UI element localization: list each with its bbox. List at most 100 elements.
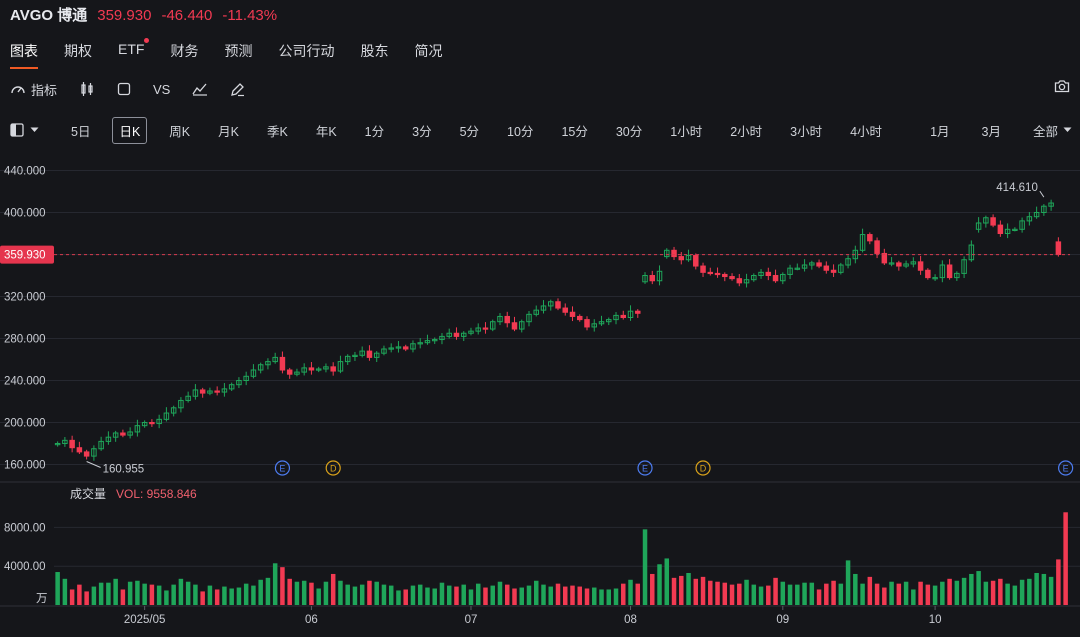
- candlestick-icon: [81, 82, 93, 96]
- interval-3min[interactable]: 3分: [412, 124, 432, 139]
- volume-bar: [388, 585, 394, 605]
- volume-bar: [77, 584, 82, 605]
- volume-bar: [838, 583, 844, 605]
- volume-bar: [178, 578, 184, 605]
- volume-bar: [722, 582, 728, 605]
- range-3m[interactable]: 3月: [981, 124, 1001, 139]
- candle-body: [243, 375, 249, 381]
- volume-bar: [200, 591, 205, 605]
- volume-bar: [983, 581, 989, 605]
- candle-body: [1019, 220, 1025, 230]
- layout-toggle-button[interactable]: [10, 123, 39, 137]
- interval-30min[interactable]: 30分: [615, 124, 643, 139]
- candle-body: [482, 327, 489, 330]
- interval-15min[interactable]: 15分: [561, 124, 588, 139]
- candle-body: [1048, 202, 1054, 207]
- volume-bar: [882, 587, 887, 605]
- candle-body: [917, 261, 924, 271]
- candle-body: [1033, 212, 1040, 218]
- tab-chart[interactable]: 图表: [10, 43, 38, 69]
- indicators-button[interactable]: 指标: [10, 80, 57, 99]
- volume-bar: [214, 589, 220, 605]
- volume-bar: [976, 571, 981, 605]
- volume-bar: [352, 586, 358, 605]
- candle-body: [265, 361, 271, 366]
- volume-bar: [896, 583, 902, 605]
- interval-5min[interactable]: 5分: [459, 124, 480, 139]
- candle-type-button[interactable]: [79, 81, 95, 97]
- candle-body: [446, 332, 452, 337]
- dividend-marker: [325, 460, 341, 476]
- tab-etf[interactable]: ETF: [118, 38, 150, 61]
- event-marker-label: E: [1063, 464, 1069, 474]
- volume-bar: [417, 584, 423, 605]
- candle-body: [98, 440, 104, 450]
- price-chart[interactable]: 440.000400.000360.000320.000280.000240.0…: [0, 150, 1080, 637]
- interval-monthly[interactable]: 月K: [218, 124, 239, 139]
- interval-quarterly[interactable]: 季K: [266, 124, 288, 139]
- volume-bar: [251, 585, 256, 605]
- volume-bar: [1056, 559, 1061, 605]
- y-tick-label: 320.000: [4, 292, 46, 304]
- candle-body: [323, 366, 329, 370]
- chart-style-button[interactable]: [117, 82, 131, 96]
- candle-body: [62, 439, 68, 445]
- pen-button[interactable]: [230, 82, 245, 97]
- candle-body: [453, 332, 460, 337]
- interval-10min[interactable]: 10分: [507, 124, 534, 139]
- tab-corporate-actions[interactable]: 公司行动: [278, 43, 335, 59]
- candle-body: [874, 240, 880, 254]
- tab-profile[interactable]: 简况: [414, 43, 443, 59]
- tab-options[interactable]: 期权: [64, 43, 92, 59]
- candle-body: [859, 234, 866, 251]
- volume-bar: [860, 583, 865, 605]
- volume-bar: [795, 584, 800, 605]
- interval-5d[interactable]: 5日: [71, 124, 91, 139]
- volume-bar: [758, 586, 764, 605]
- range-1m[interactable]: 1月: [930, 124, 950, 139]
- interval-weekly[interactable]: 周K: [169, 124, 191, 139]
- candle-body: [308, 367, 315, 371]
- candle-body: [888, 262, 895, 265]
- tab-shareholders[interactable]: 股东: [360, 43, 389, 59]
- candle-body: [214, 390, 220, 393]
- volume-bar: [504, 584, 510, 605]
- screenshot-button[interactable]: [1054, 79, 1070, 93]
- square-icon: [117, 82, 131, 96]
- candle-body: [533, 309, 539, 315]
- interval-daily[interactable]: 日K: [112, 116, 148, 144]
- volume-bar: [570, 585, 575, 605]
- interval-1h[interactable]: 1小时: [670, 124, 703, 139]
- drawing-tools-button[interactable]: [192, 82, 208, 96]
- compare-button[interactable]: VS: [153, 81, 171, 97]
- volume-bar: [650, 573, 655, 605]
- volume-bar: [410, 585, 416, 605]
- interval-yearly[interactable]: 年K: [315, 124, 337, 139]
- dividend-marker: [695, 460, 711, 476]
- volume-bar: [403, 589, 408, 605]
- volume-unit-label: 万: [36, 593, 48, 605]
- tab-financials[interactable]: 财务: [170, 43, 199, 59]
- volume-value: VOL: 9558.846: [116, 487, 197, 501]
- candle-body: [801, 264, 808, 269]
- interval-3h[interactable]: 3小时: [790, 124, 823, 139]
- x-tick-label: 08: [624, 614, 637, 626]
- volume-bar: [635, 583, 641, 605]
- candle-body: [54, 443, 61, 446]
- candle-body: [649, 275, 656, 282]
- interval-4h[interactable]: 4小时: [850, 124, 883, 139]
- y-tick-label: 200.000: [4, 418, 46, 430]
- range-all-dropdown[interactable]: 全部: [1027, 118, 1078, 143]
- volume-bar: [845, 560, 851, 605]
- candle-body: [823, 265, 830, 271]
- volume-bar: [345, 584, 350, 605]
- volume-bar: [490, 585, 495, 605]
- tab-forecast[interactable]: 预测: [224, 43, 253, 59]
- x-tick-label: 09: [776, 614, 789, 626]
- candle-body: [431, 339, 438, 342]
- candle-body: [584, 319, 590, 328]
- candle-body: [359, 350, 365, 356]
- volume-bar: [671, 577, 677, 605]
- interval-1min[interactable]: 1分: [364, 124, 385, 139]
- interval-2h[interactable]: 2小时: [730, 124, 763, 139]
